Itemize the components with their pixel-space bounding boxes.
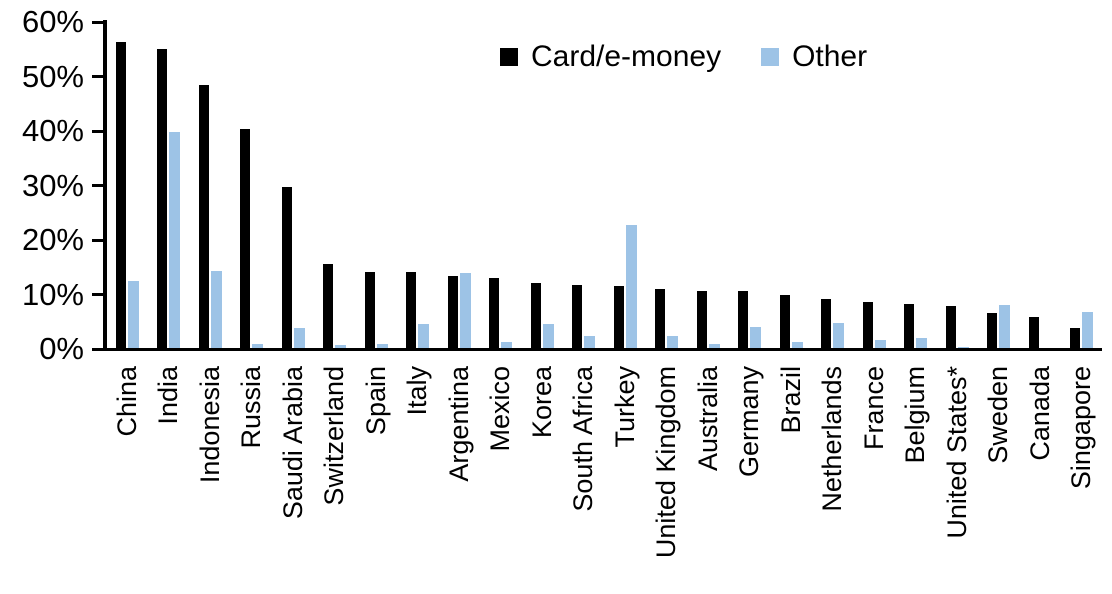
bar-other	[252, 344, 264, 350]
y-tick	[92, 184, 106, 187]
bar-other	[584, 335, 596, 350]
legend: Card/e-money Other	[500, 40, 867, 74]
bar-card-e-money	[240, 128, 251, 350]
y-tick-label: 60%	[21, 4, 84, 39]
bar-card-e-money	[655, 288, 666, 350]
x-axis-label: Australia	[692, 366, 723, 472]
x-axis-label: Singapore	[1066, 366, 1097, 490]
x-axis-label: Mexico	[485, 366, 516, 452]
bar-card-e-money	[323, 263, 334, 350]
y-tick	[92, 347, 106, 351]
legend-item-card-e-money: Card/e-money	[500, 40, 721, 74]
y-tick-label: 30%	[21, 167, 84, 203]
bar-card-e-money	[1028, 316, 1039, 350]
bar-card-e-money	[779, 294, 790, 350]
bar-other	[625, 225, 637, 350]
bar-other	[376, 343, 388, 350]
y-tick	[92, 129, 106, 133]
bar-card-e-money	[447, 275, 458, 350]
x-axis-label: United States*	[941, 366, 972, 539]
bar-other	[791, 342, 803, 350]
bar-other	[708, 343, 720, 350]
x-axis-line	[103, 347, 1102, 351]
x-axis-label: Canada	[1024, 366, 1055, 461]
y-tick-label: 20%	[21, 222, 84, 257]
bar-card-e-money	[945, 305, 956, 350]
bar-card-e-money	[198, 85, 209, 350]
y-tick	[92, 75, 106, 78]
x-axis-label: Indonesia	[194, 366, 225, 484]
bar-other	[874, 340, 886, 350]
x-axis-label: Turkey	[609, 366, 640, 448]
bar-other	[335, 344, 347, 350]
bar-other	[169, 132, 181, 350]
y-tick-label: 40%	[21, 113, 84, 148]
y-tick	[92, 20, 106, 24]
bar-card-e-money	[696, 290, 707, 350]
bar-card-e-money	[862, 301, 873, 350]
y-tick	[92, 238, 106, 242]
x-axis-label: Germany	[734, 366, 765, 478]
bar-card-e-money	[987, 313, 998, 350]
bar-other	[459, 273, 471, 350]
bar-card-e-money	[738, 291, 749, 350]
bar-card-e-money	[406, 272, 417, 350]
bar-card-e-money	[821, 298, 832, 350]
bar-other	[293, 328, 305, 350]
bar-card-e-money	[115, 42, 126, 350]
other-swatch-icon	[761, 48, 780, 66]
bar-other	[1082, 311, 1094, 350]
y-tick-label: 10%	[21, 276, 84, 312]
bar-other	[916, 337, 928, 350]
x-axis-label: Argentina	[443, 366, 474, 482]
bar-card-e-money	[1070, 327, 1081, 350]
x-axis-label: Spain	[360, 366, 391, 436]
y-tick-label: 50%	[21, 58, 84, 94]
bar-other	[127, 281, 139, 350]
bar-other	[750, 327, 762, 350]
x-axis-label: Switzerland	[319, 366, 350, 506]
x-axis-label: United Kingdom	[651, 366, 682, 559]
bar-card-e-money	[364, 272, 375, 350]
y-tick-label: 0%	[39, 331, 84, 366]
bar-card-e-money	[904, 304, 915, 350]
x-axis-label: Netherlands	[817, 366, 848, 512]
bar-other	[542, 323, 554, 350]
card-e-money-swatch-icon	[500, 48, 518, 66]
bar-other	[999, 304, 1011, 350]
x-axis-label: Belgium	[900, 366, 931, 464]
x-axis-label: Sweden	[983, 366, 1014, 464]
legend-item-other: Other	[761, 40, 867, 74]
y-axis-line	[103, 20, 107, 351]
bar-other	[833, 322, 845, 350]
bar-card-e-money	[281, 186, 292, 350]
x-axis-label: India	[153, 366, 184, 425]
x-axis-label: Russia	[236, 366, 267, 449]
x-axis-label: Saudi Arabia	[277, 366, 308, 520]
bar-card-e-money	[489, 278, 500, 350]
bar-other	[418, 323, 430, 350]
bar-other	[667, 335, 679, 350]
bar-other	[210, 270, 222, 350]
bar-other	[501, 341, 513, 350]
x-axis-label: Korea	[526, 366, 557, 439]
legend-label-card-e-money: Card/e-money	[531, 40, 722, 73]
x-axis-label: Italy	[402, 366, 433, 416]
legend-label-other: Other	[792, 40, 868, 73]
bar-card-e-money	[613, 285, 624, 350]
y-tick	[92, 293, 106, 296]
x-axis-label: France	[858, 366, 889, 451]
x-axis-label: Brazil	[775, 366, 806, 434]
bar-card-e-money	[572, 285, 583, 350]
bar-card-e-money	[157, 48, 168, 350]
x-axis-label: China	[111, 366, 142, 437]
bar-card-e-money	[530, 282, 541, 350]
x-axis-label: South Africa	[568, 366, 599, 512]
